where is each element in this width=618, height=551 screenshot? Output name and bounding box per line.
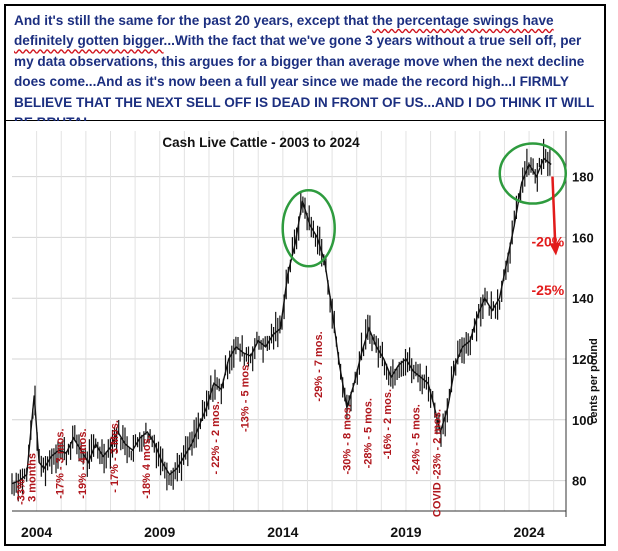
y-tick-label: 100 <box>572 413 594 428</box>
y-tick-label: 80 <box>572 474 586 489</box>
x-tick-label: 2024 <box>513 524 544 540</box>
drop-label: -19% - 4 mos. <box>77 428 89 498</box>
peak-circle-2014 <box>281 189 336 268</box>
drop-label: -33% <box>15 479 27 505</box>
commentary-highlight: the percentage swings have definitely go… <box>14 13 554 49</box>
projection-label: -20% <box>532 234 565 250</box>
drop-label: -30% - 8 mos. <box>342 404 354 474</box>
y-tick-label: 120 <box>572 352 594 367</box>
drop-label: COVID -23% - 2 mos. <box>431 409 443 517</box>
drop-label: -18% 4 mos. <box>141 435 153 499</box>
drop-label: -17% - 3 mos. <box>55 428 67 498</box>
y-tick-label: 160 <box>572 230 594 245</box>
price-line <box>11 157 552 485</box>
x-tick-label: 2009 <box>144 524 175 540</box>
x-tick-label: 2014 <box>267 524 298 540</box>
commentary-text: And it's still the same for the past 20 … <box>14 11 604 133</box>
y-tick-label: 140 <box>572 291 594 306</box>
drop-label: -13% - 5 mos. <box>239 362 251 432</box>
cattle-price-chart: 80 100 120 140 160 180 2004 2009 2014 2019 2024 -2… <box>11 131 600 540</box>
projection-label: -25% <box>532 282 565 298</box>
peak-circle-2024 <box>498 142 568 205</box>
commentary-box: And it's still the same for the past 20 … <box>4 4 606 130</box>
drop-label: - 17% - 3 Mos. <box>109 420 121 493</box>
x-tick-label: 2019 <box>390 524 421 540</box>
chart-title: Cash Live Cattle - 2003 to 2024 <box>162 135 360 150</box>
drop-label: -29% - 7 mos. <box>313 331 325 401</box>
annotations: -20% -25% -33% 3 months -17% - 3 mos. -19% - … <box>15 142 568 517</box>
drop-label: -16% - 2 mos. <box>382 389 394 459</box>
drop-label: 3 months <box>26 453 38 502</box>
x-tick-label: 2004 <box>21 524 52 540</box>
y-axis-title: cents per pound <box>588 338 600 424</box>
chart-frame: 80 100 120 140 160 180 2004 2009 2014 2019 2024 -2… <box>4 121 606 546</box>
commentary-part-1: And it's still the same for the past 20 … <box>14 13 373 28</box>
drop-label: -24% - 5 mos. <box>411 404 423 474</box>
projection-arrow-shaft <box>551 176 557 250</box>
grid: 80 100 120 140 160 180 2004 2009 2014 2019 2024 <box>12 131 594 540</box>
projection-arrow-head <box>549 242 561 256</box>
drop-label: - 22% - 2 mos. <box>210 401 222 474</box>
drop-label: -28% - 5 mos. <box>363 398 375 468</box>
price-series <box>11 138 552 502</box>
y-tick-label: 180 <box>572 170 594 185</box>
